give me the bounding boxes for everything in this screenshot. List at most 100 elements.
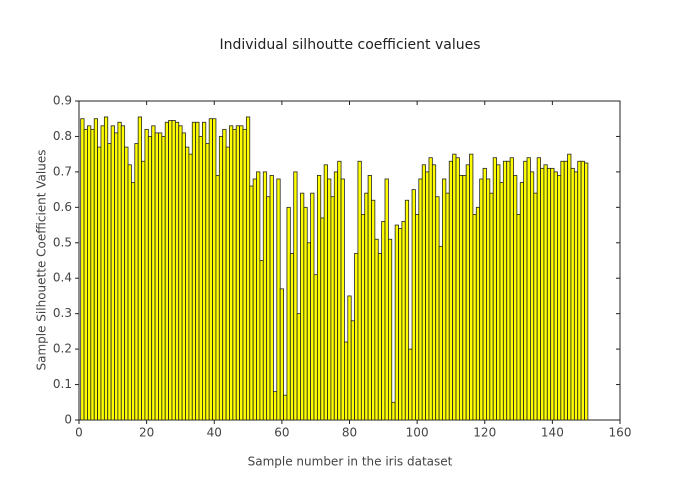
bar [239,125,244,421]
bar [283,394,288,421]
bar [404,199,410,421]
bar [161,136,166,421]
bar [472,214,477,421]
x-tick-label: 20 [139,426,154,440]
bar [154,132,159,421]
bar [320,217,325,421]
bar [563,160,568,421]
bar [252,178,257,421]
bar [458,175,464,421]
bar [543,164,548,421]
bar [306,242,312,421]
bar [529,171,535,421]
bar [391,401,396,421]
bar [364,192,369,421]
bar [381,221,386,421]
bar [323,164,328,421]
bar [519,182,525,421]
bar [110,125,115,421]
bar [350,320,355,421]
bar [144,128,149,421]
bar [276,178,281,421]
y-tick-label: 0.2 [53,342,72,356]
bar [208,118,213,421]
bar [435,196,440,421]
y-tick-label: 0.6 [53,200,72,214]
bar [93,118,98,421]
bar [567,153,572,421]
bar [401,221,406,421]
bar [191,121,197,421]
bar [553,171,558,421]
bar [448,160,454,421]
bar [103,116,109,421]
x-tick-label: 80 [342,426,357,440]
bar [296,313,301,421]
y-axis-label: Sample Silhouette Coefficient Values [35,150,49,371]
bar [560,160,565,421]
bar [452,153,457,421]
bar [286,206,291,421]
bar [249,185,254,421]
bar [164,121,170,421]
bar [212,118,217,421]
bar [141,160,146,421]
bar [316,175,322,421]
bar [540,167,545,421]
bar [445,192,450,421]
bar [181,132,186,421]
bar [313,274,318,421]
chart-title: Individual silhoutte coefficient values [219,37,480,53]
bar [300,192,305,421]
x-tick-label: 160 [609,426,632,440]
bar [100,125,105,421]
bar [185,146,190,421]
bar [516,214,521,421]
bar [580,160,585,421]
bar [90,128,95,421]
bar [506,160,511,421]
bar [202,121,207,421]
bar [523,160,528,421]
bar [174,121,180,421]
bar [462,175,467,421]
bar [262,171,268,421]
bar [344,341,349,421]
x-tick-label: 120 [473,426,496,440]
bar [289,253,295,421]
bar [557,175,562,421]
bar [546,167,552,421]
bar [333,171,339,421]
x-tick-label: 0 [75,426,83,440]
y-tick-label: 0.9 [53,94,72,108]
bar [134,143,139,421]
bar [235,125,241,421]
bar [367,175,372,421]
bar [570,167,575,421]
bar [171,120,176,421]
bar [411,189,416,421]
x-tick-label: 140 [541,426,564,440]
y-tick-label: 0 [64,413,72,427]
y-tick-label: 0.7 [53,164,72,178]
bar [168,120,173,421]
bar [496,164,501,421]
bar [499,182,504,421]
bar [550,167,555,421]
bar [256,171,261,421]
bar [242,128,247,421]
bar [218,136,224,421]
bar [198,136,203,421]
bar [327,178,332,421]
x-tick-label: 40 [207,426,222,440]
bar [293,171,298,421]
bar [137,116,142,421]
bar [374,238,379,421]
bar [360,214,366,421]
bar [131,182,136,421]
bar [120,125,126,421]
bar [533,192,538,421]
bar [431,164,437,421]
bar [398,228,403,421]
bar [273,391,278,421]
